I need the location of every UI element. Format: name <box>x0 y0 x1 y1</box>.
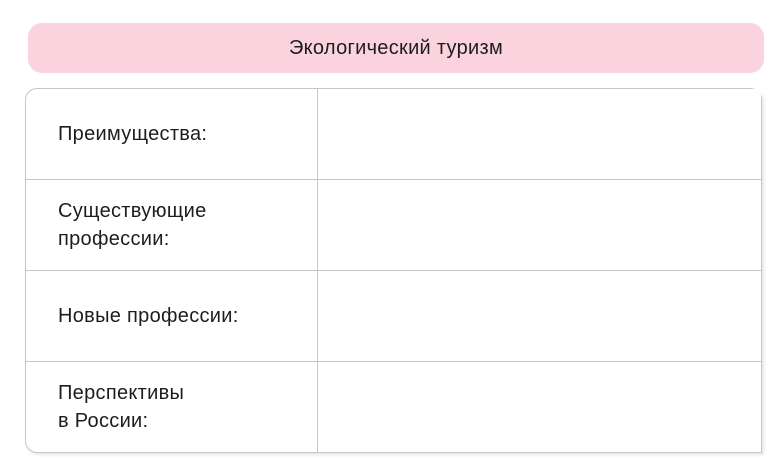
answer-cell-prospects-russia[interactable] <box>318 362 761 452</box>
table-row-prospects-russia: Перспективы в России: <box>26 361 761 452</box>
table-row-advantages: Преимущества: <box>26 89 761 179</box>
page-title: Экологический туризм <box>288 36 504 59</box>
label-cell-new-professions: Новые профессии: <box>26 271 318 361</box>
row-label: Существующие профессии: <box>58 200 207 250</box>
row-label: Преимущества: <box>58 123 208 145</box>
table-row-existing-professions: Существующие профессии: <box>26 179 761 270</box>
row-label: Перспективы в России: <box>58 382 185 432</box>
answer-cell-new-professions[interactable] <box>318 271 761 361</box>
header-banner: Экологический туризм <box>28 23 764 73</box>
answer-cell-advantages[interactable] <box>318 89 761 179</box>
answer-cell-existing-professions[interactable] <box>318 180 761 270</box>
worksheet-table: Преимущества: Существующие профессии: Но… <box>25 88 762 453</box>
label-cell-prospects-russia: Перспективы в России: <box>26 362 318 452</box>
label-cell-advantages: Преимущества: <box>26 89 318 179</box>
row-label: Новые профессии: <box>58 305 239 327</box>
table-row-new-professions: Новые профессии: <box>26 270 761 361</box>
label-cell-existing-professions: Существующие профессии: <box>26 180 318 270</box>
